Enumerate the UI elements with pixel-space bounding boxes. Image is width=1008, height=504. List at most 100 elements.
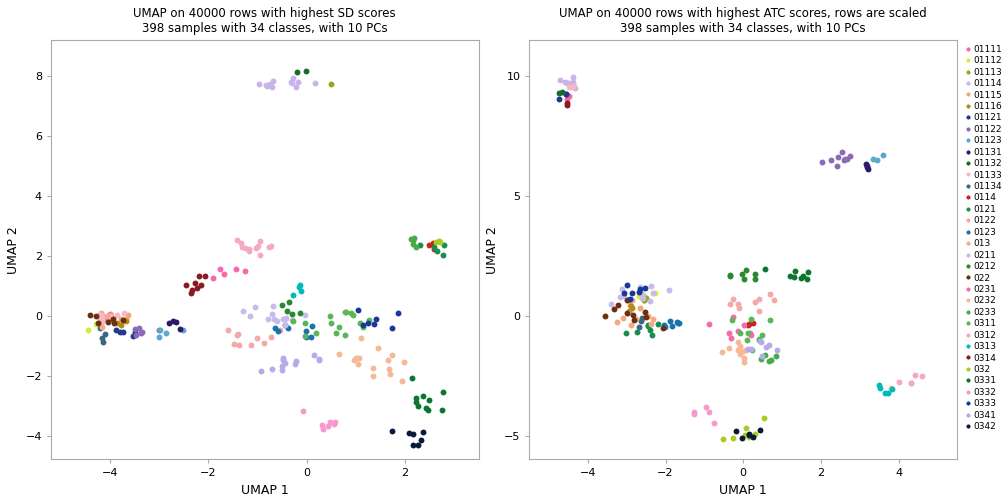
Point <box>737 431 753 439</box>
Point <box>795 272 811 280</box>
Point <box>338 308 354 317</box>
Point <box>432 238 449 246</box>
Point <box>647 289 663 297</box>
Point <box>127 325 143 333</box>
Point <box>837 155 853 163</box>
Point <box>92 315 108 323</box>
Point <box>745 319 761 327</box>
Point <box>285 318 301 326</box>
Point <box>405 240 421 248</box>
Point <box>671 319 687 327</box>
Point <box>151 326 167 334</box>
Point <box>880 389 896 397</box>
Point <box>643 282 659 290</box>
Point <box>616 289 632 297</box>
Point <box>241 245 257 253</box>
Point <box>732 350 748 358</box>
Point <box>352 319 368 327</box>
Point <box>830 153 846 161</box>
Point <box>331 350 347 358</box>
Point <box>329 329 345 337</box>
Point <box>252 250 268 259</box>
Point <box>739 336 755 344</box>
Point <box>752 426 768 434</box>
Point <box>761 341 777 349</box>
Point <box>306 351 323 359</box>
Point <box>642 297 658 305</box>
Point <box>395 357 411 365</box>
Point <box>418 404 434 412</box>
Point <box>565 82 582 90</box>
Point <box>283 316 299 324</box>
Point <box>426 243 443 251</box>
Point <box>723 334 739 342</box>
Point <box>226 340 242 348</box>
Point <box>106 320 122 328</box>
Point <box>743 315 759 323</box>
Point <box>407 242 423 250</box>
Point <box>410 402 426 410</box>
Point <box>292 309 308 317</box>
Point <box>410 440 426 449</box>
Point <box>891 378 907 386</box>
Point <box>430 237 447 245</box>
Point <box>551 77 568 85</box>
Point <box>745 433 761 441</box>
Point <box>112 328 128 336</box>
Point <box>768 352 784 360</box>
Point <box>274 353 290 361</box>
Point <box>734 434 750 442</box>
Point <box>264 83 280 91</box>
Point <box>188 284 205 292</box>
Point <box>197 272 213 280</box>
Point <box>125 332 141 340</box>
Point <box>635 294 651 302</box>
Point <box>632 303 648 311</box>
Point <box>288 357 304 365</box>
Title: UMAP on 40000 rows with highest SD scores
398 samples with 34 classes, with 10 P: UMAP on 40000 rows with highest SD score… <box>133 7 396 35</box>
Point <box>877 389 893 397</box>
Point <box>669 318 685 326</box>
Point <box>742 330 758 338</box>
Point <box>102 310 118 318</box>
Point <box>698 403 714 411</box>
Point <box>637 308 653 316</box>
Point <box>839 155 855 163</box>
Point <box>293 287 309 295</box>
Point <box>685 408 702 416</box>
Point <box>259 82 275 90</box>
Point <box>234 242 250 250</box>
Point <box>88 312 104 320</box>
Point <box>193 281 209 289</box>
Point <box>730 346 746 354</box>
Point <box>631 283 647 291</box>
Point <box>875 151 891 159</box>
Point <box>564 78 581 86</box>
Point <box>725 434 741 442</box>
Point <box>754 352 770 360</box>
Point <box>747 270 763 278</box>
Point <box>182 289 199 297</box>
Point <box>786 273 802 281</box>
Point <box>622 296 638 304</box>
Point <box>762 290 778 298</box>
Point <box>616 291 632 299</box>
Point <box>192 272 208 280</box>
Point <box>88 320 104 328</box>
Point <box>859 163 875 171</box>
Point <box>616 314 632 323</box>
Point <box>95 338 111 346</box>
Point <box>747 275 763 283</box>
Point <box>221 326 237 334</box>
Point <box>421 396 437 404</box>
Point <box>604 299 620 307</box>
Point <box>424 239 440 247</box>
Point <box>296 311 312 320</box>
Point <box>701 320 717 328</box>
Point <box>414 428 430 436</box>
Point <box>758 343 774 351</box>
Point <box>266 314 282 323</box>
Point <box>751 294 767 302</box>
Point <box>736 321 752 329</box>
Point <box>158 329 174 337</box>
